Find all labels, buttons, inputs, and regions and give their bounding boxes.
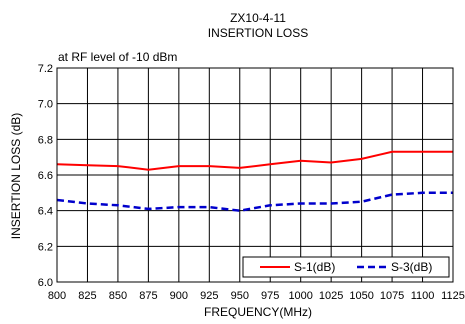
x-tick-label: 875 bbox=[139, 290, 157, 302]
series-line-s3 bbox=[56, 191, 453, 212]
chart-subtitle: INSERTION LOSS bbox=[208, 26, 308, 40]
x-tick-label: 1125 bbox=[441, 290, 465, 302]
y-tick-label: 6.4 bbox=[38, 206, 53, 218]
y-axis-label: INSERTION LOSS (dB) bbox=[9, 113, 23, 239]
y-tick-label: 6.8 bbox=[38, 134, 53, 146]
series-lines bbox=[56, 150, 453, 212]
x-axis-label: FREQUENCY(MHz) bbox=[204, 305, 312, 319]
x-tick-label: 925 bbox=[200, 290, 218, 302]
x-tick-label: 950 bbox=[231, 290, 249, 302]
chart-title: ZX10-4-11 bbox=[230, 11, 286, 25]
x-tick-label: 1000 bbox=[288, 290, 312, 302]
x-tick-label: 900 bbox=[170, 290, 188, 302]
chart-annotation: at RF level of -10 dBm bbox=[58, 50, 177, 64]
series-line-s1 bbox=[56, 150, 453, 171]
y-tick-label: 6.0 bbox=[38, 277, 53, 289]
legend-label-s1: S-1(dB) bbox=[294, 260, 335, 274]
y-tick-label: 6.6 bbox=[38, 170, 53, 182]
x-tick-label: 1075 bbox=[380, 290, 404, 302]
x-tick-label: 1050 bbox=[349, 290, 373, 302]
x-tick-label: 800 bbox=[48, 290, 66, 302]
y-tick-label: 7.0 bbox=[38, 99, 53, 111]
x-tick-label: 850 bbox=[109, 290, 127, 302]
legend-box bbox=[242, 256, 450, 278]
x-tick-label: 975 bbox=[261, 290, 279, 302]
legend: S-1(dB) S-3(dB) bbox=[242, 256, 450, 278]
legend-label-s3: S-3(dB) bbox=[391, 260, 432, 274]
x-tick-label: 825 bbox=[78, 290, 96, 302]
y-tick-labels: 6.0 6.2 6.4 6.6 6.8 7.0 7.2 bbox=[38, 63, 53, 289]
x-tick-label: 1025 bbox=[319, 290, 343, 302]
x-tick-labels: 800 825 850 875 900 925 950 975 1000 1025 1050 1075… bbox=[48, 290, 465, 302]
plot-frame bbox=[56, 67, 454, 283]
y-tick-label: 6.2 bbox=[38, 241, 53, 253]
y-tick-label: 7.2 bbox=[38, 63, 53, 75]
x-tick-label: 1100 bbox=[411, 290, 435, 302]
